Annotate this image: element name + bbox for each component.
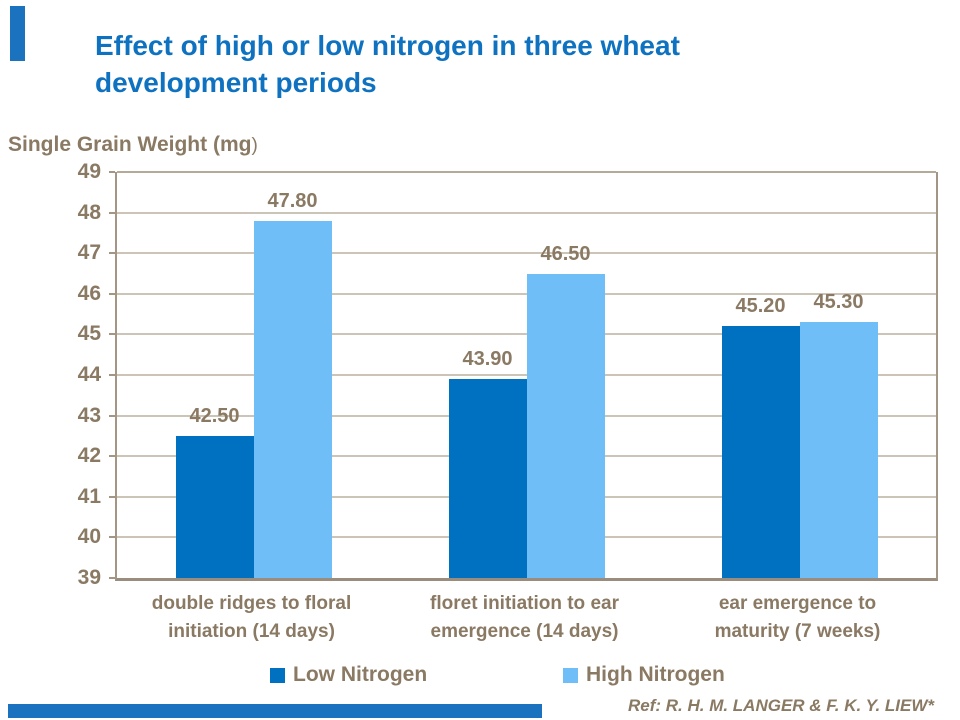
y-tick-mark-48 xyxy=(109,211,115,214)
category-label-3-line1: ear emergence to xyxy=(718,593,877,614)
reference-citation: Ref: R. H. M. LANGER & F. K. Y. LIEW* xyxy=(627,696,934,715)
data-label-low-nitrogen-cat3: 45.20 xyxy=(735,295,786,318)
data-label-high-nitrogen-cat3: 45.30 xyxy=(813,291,864,314)
y-tick-mark-42 xyxy=(109,455,115,458)
bottom-accent-bar xyxy=(8,704,542,718)
bar-low-nitrogen-cat1 xyxy=(175,435,254,578)
bar-high-nitrogen-cat3 xyxy=(799,322,878,578)
y-tick-mark-49 xyxy=(109,171,115,173)
category-label-3: ear emergence to maturity (7 weeks) xyxy=(661,590,934,646)
page-title: Effect of high or low nitrogen in three … xyxy=(95,27,855,101)
y-tick-mark-43 xyxy=(109,414,115,417)
category-label-2: floret initiation to ear emergence (14 da… xyxy=(388,590,661,646)
category-label-1-line2: initiation (14 days) xyxy=(168,621,335,642)
y-tick-mark-41 xyxy=(109,495,115,498)
y-tick-label-42: 42 xyxy=(77,444,101,468)
y-tick-mark-44 xyxy=(109,374,115,376)
y-tick-mark-45 xyxy=(109,333,115,336)
y-tick-label-44: 44 xyxy=(77,363,101,386)
y-axis-title: Single Grain Weight (mg) xyxy=(8,133,258,157)
y-tick-label-43: 43 xyxy=(77,403,101,427)
y-tick-label-40: 40 xyxy=(77,525,101,549)
y-tick-label-47: 47 xyxy=(77,241,101,265)
category-label-2-line2: emergence (14 days) xyxy=(430,621,619,642)
y-tick-mark-39 xyxy=(109,577,115,579)
bar-high-nitrogen-cat2 xyxy=(526,273,605,578)
gridline-48 xyxy=(117,211,936,214)
y-axis-title-paren: ) xyxy=(251,135,258,156)
legend-label-low: Low Nitrogen xyxy=(293,663,428,686)
category-label-2-line1: floret initiation to ear xyxy=(430,593,619,614)
category-label-3-line2: maturity (7 weeks) xyxy=(714,621,881,642)
y-tick-label-48: 48 xyxy=(77,200,101,224)
top-left-accent-bar xyxy=(10,6,25,61)
category-label-1-line1: double ridges to floral xyxy=(151,593,352,614)
page-title-line2: development periods xyxy=(95,67,377,98)
y-tick-label-45: 45 xyxy=(77,322,101,346)
gridline-49 xyxy=(117,171,936,173)
y-tick-mark-40 xyxy=(109,536,115,539)
chart-plot-area: 39 40 41 42 43 44 45 46 47 48 49 42.50 43.90 45.20 47.… xyxy=(78,161,938,588)
bar-high-nitrogen-cat1 xyxy=(253,220,332,578)
low-nitrogen-swatch-icon xyxy=(270,667,285,683)
legend-label-high: High Nitrogen xyxy=(586,663,725,686)
y-tick-label-49: 49 xyxy=(77,160,101,183)
data-label-low-nitrogen-cat1: 42.50 xyxy=(189,404,240,427)
gridline-47 xyxy=(117,252,936,255)
data-label-high-nitrogen-cat2: 46.50 xyxy=(540,242,591,265)
page-title-line1: Effect of high or low nitrogen in three … xyxy=(95,30,680,61)
data-label-low-nitrogen-cat2: 43.90 xyxy=(462,348,513,371)
data-label-high-nitrogen-cat1: 47.80 xyxy=(267,189,318,212)
y-tick-label-39: 39 xyxy=(77,566,101,589)
y-tick-mark-47 xyxy=(109,252,115,255)
bar-low-nitrogen-cat2 xyxy=(448,379,527,578)
y-axis-title-text: Single Grain Weight (mg xyxy=(8,133,252,156)
high-nitrogen-swatch-icon xyxy=(563,667,578,683)
y-tick-label-41: 41 xyxy=(77,484,101,508)
chart-legend: Low Nitrogen High Nitrogen xyxy=(0,662,960,688)
bar-low-nitrogen-cat3 xyxy=(721,326,800,578)
legend-item-high-nitrogen: High Nitrogen xyxy=(563,662,725,688)
category-label-1: double ridges to floral initiation (14 da… xyxy=(115,590,388,646)
legend-item-low-nitrogen: Low Nitrogen xyxy=(270,662,427,688)
y-tick-label-46: 46 xyxy=(77,281,101,305)
y-tick-mark-46 xyxy=(109,292,115,295)
